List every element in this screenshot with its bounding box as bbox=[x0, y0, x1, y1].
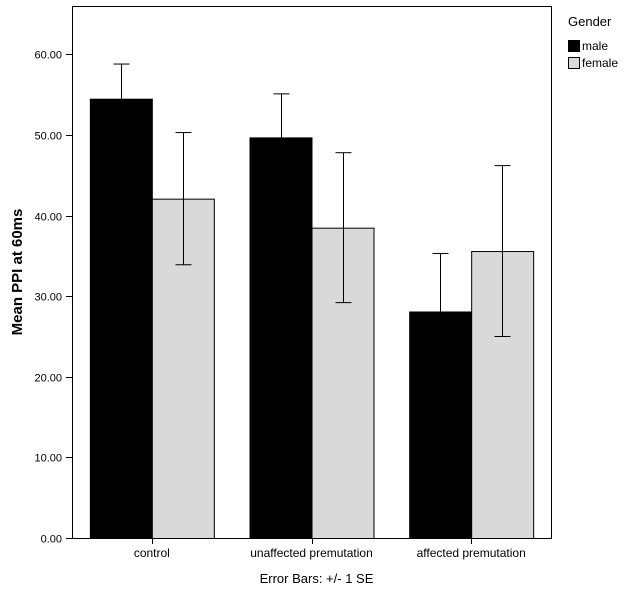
x-tick-label: affected premutation bbox=[417, 546, 526, 560]
legend-label-female: female bbox=[582, 56, 618, 70]
legend-label-male: male bbox=[582, 39, 608, 53]
y-tick-label: 50.00 bbox=[34, 131, 62, 143]
error-bars bbox=[113, 63, 511, 370]
bar-male-0 bbox=[89, 98, 153, 540]
bar-male-1 bbox=[249, 137, 313, 539]
y-axis: 0.00 10.00 20.00 30.00 40.00 50.00 60.00 bbox=[34, 50, 72, 546]
error-bars-footnote: Error Bars: +/- 1 SE bbox=[260, 571, 374, 586]
y-tick-label: 40.00 bbox=[34, 212, 62, 224]
x-tick-label: control bbox=[134, 546, 170, 560]
y-tick-label: 60.00 bbox=[34, 50, 62, 62]
y-tick-label: 30.00 bbox=[34, 292, 62, 304]
x-axis: control unaffected premutation affected pr… bbox=[134, 538, 526, 560]
y-tick-label: 0.00 bbox=[41, 534, 62, 546]
y-tick-label: 20.00 bbox=[34, 373, 62, 385]
x-tick-label: unaffected premutation bbox=[250, 546, 373, 560]
legend-title: Gender bbox=[568, 14, 612, 29]
legend-swatch-female bbox=[568, 57, 580, 69]
y-tick-label: 10.00 bbox=[34, 453, 62, 465]
legend-swatch-male bbox=[568, 40, 580, 52]
y-axis-label: Mean PPI at 60ms bbox=[9, 209, 26, 336]
legend: Gender male female bbox=[568, 14, 618, 70]
